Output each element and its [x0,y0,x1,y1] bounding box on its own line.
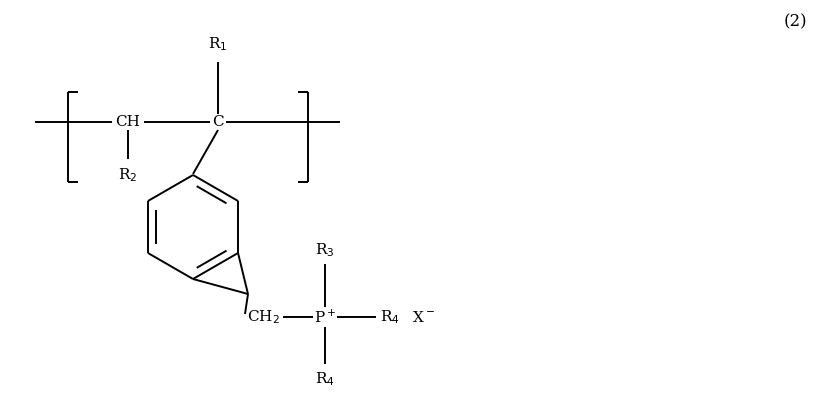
Text: P$^+$: P$^+$ [314,308,336,325]
Text: (2): (2) [783,14,807,30]
Text: R$_3$: R$_3$ [315,241,335,259]
Text: R$_1$: R$_1$ [209,35,228,53]
Text: R$_4$: R$_4$ [380,308,400,326]
Text: X$^-$: X$^-$ [412,309,435,325]
Text: CH: CH [116,115,140,129]
Text: R$_2$: R$_2$ [118,166,138,184]
Text: R$_4$: R$_4$ [315,370,335,388]
Text: C: C [212,115,224,129]
Text: CH$_2$: CH$_2$ [247,308,280,326]
